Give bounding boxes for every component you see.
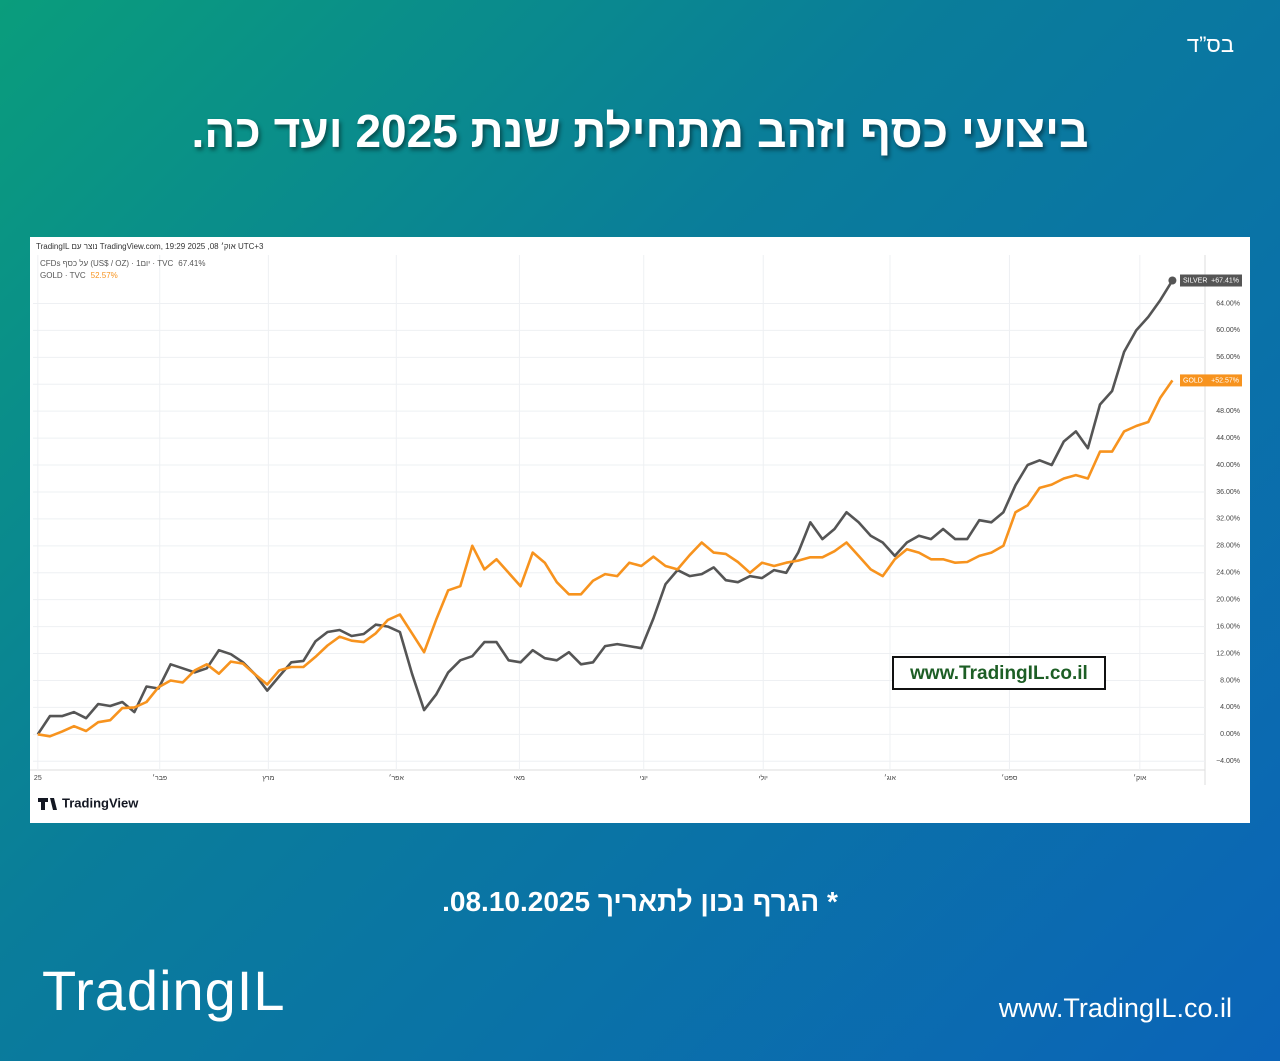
x-tick-label: מאי	[514, 775, 525, 782]
y-tick-label: 0.00%	[1220, 731, 1240, 738]
legend-value: 52.57%	[91, 271, 118, 280]
end-tag	[1180, 374, 1242, 387]
end-tag	[1180, 274, 1242, 287]
legend-value: 67.41%	[178, 259, 205, 268]
platform-logo: TradingView	[62, 795, 139, 810]
watermark: www.TradingIL.co.il	[909, 663, 1088, 684]
chart-background	[30, 237, 1250, 823]
brand-logo: TradingIL	[42, 959, 286, 1022]
x-tick-label: יולי	[759, 774, 768, 782]
y-tick-label: 20.00%	[1216, 597, 1240, 604]
x-tick-label: ספט׳	[1001, 774, 1017, 782]
y-tick-label: 8.00%	[1220, 677, 1240, 684]
series-line	[36, 279, 1174, 736]
x-tick-label: אוק׳	[1133, 774, 1147, 782]
tv-icon	[38, 798, 57, 810]
end-tag-value: +52.57%	[1211, 377, 1239, 384]
legend-label: CFDs על כסף (US$ / OZ) · 1יום · TVC	[40, 259, 174, 268]
page-title: ביצועי כסף וזהב מתחילת שנת 2025 ועד כה.	[191, 105, 1089, 157]
x-tick-label: מרץ	[262, 775, 274, 782]
y-tick-label: 32.00%	[1216, 516, 1240, 523]
site-url: www.TradingIL.co.il	[998, 993, 1232, 1023]
y-tick-label: −4.00%	[1216, 758, 1240, 765]
y-tick-label: 60.00%	[1216, 327, 1240, 334]
watermark-box	[892, 656, 1106, 690]
y-tick-label: 56.00%	[1216, 354, 1240, 361]
y-tick-label: 40.00%	[1216, 462, 1240, 469]
y-tick-label: 24.00%	[1216, 570, 1240, 577]
end-point	[1168, 276, 1177, 285]
y-tick-label: 36.00%	[1216, 489, 1240, 496]
x-tick-label: אוג׳	[884, 774, 896, 782]
header-note: בס”ד	[1186, 32, 1234, 57]
y-tick-label: 12.00%	[1216, 650, 1240, 657]
x-tick-label: אפר׳	[389, 774, 405, 782]
chart-caption: TradingIL נוצר עם TradingView.com, אוק׳ …	[36, 242, 264, 251]
x-tick-label: יוני	[640, 775, 648, 782]
end-tag-name: SILVER	[1183, 277, 1207, 284]
grid: −4.00% 0.00% 4.00% 8.00% 12.00% 16.00% 20.00% 2…	[33, 255, 1240, 782]
end-tag-name: GOLD	[1183, 377, 1203, 384]
plot: SILVER +67.41% CFDs על כסף (US$ / OZ) · 1י…	[36, 259, 1242, 738]
end-tag-value: +67.41%	[1211, 277, 1239, 284]
legend-label: GOLD · TVC	[40, 271, 86, 280]
chart: TradingIL נוצר עם TradingView.com, אוק׳ …	[30, 237, 1250, 823]
y-tick-label: 64.00%	[1216, 300, 1240, 307]
x-tick-label: פבר׳	[152, 774, 167, 782]
y-tick-label: 16.00%	[1216, 623, 1240, 630]
y-tick-label: 44.00%	[1216, 435, 1240, 442]
x-tick-label: 25	[34, 775, 42, 782]
y-tick-label: 48.00%	[1216, 408, 1240, 415]
series-line	[37, 379, 1174, 738]
footnote: * הגרף נכון לתאריך 08.10.2025.	[442, 886, 838, 917]
y-tick-label: 4.00%	[1220, 704, 1240, 711]
y-tick-label: 28.00%	[1216, 543, 1240, 550]
